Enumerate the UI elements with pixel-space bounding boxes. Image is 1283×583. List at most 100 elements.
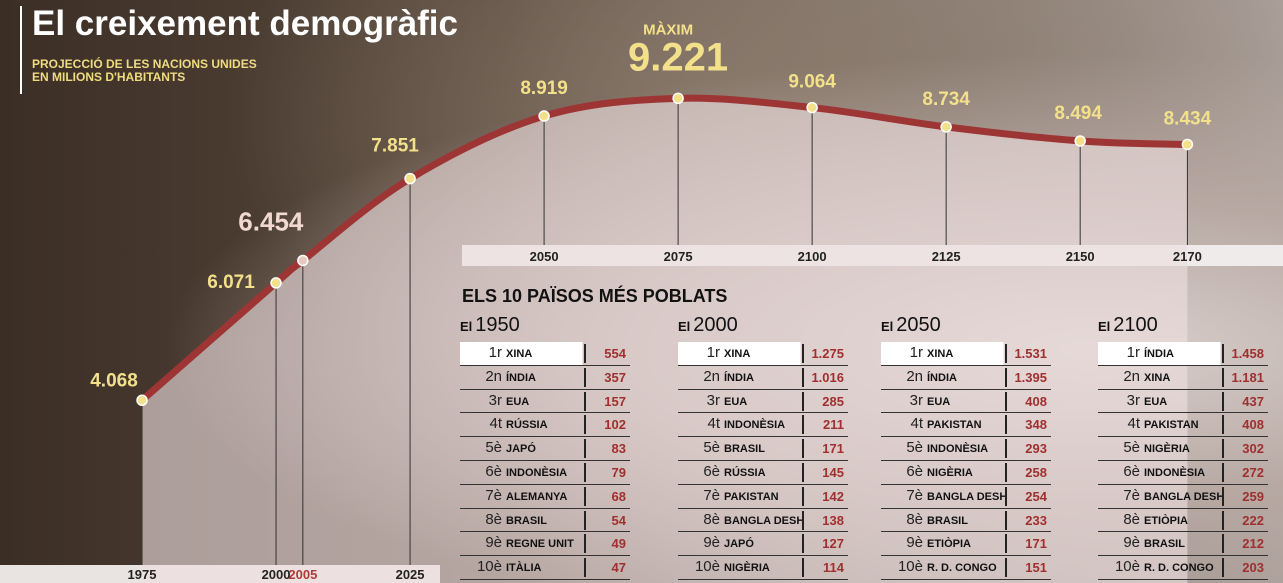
table-row: 7è BANGLA DESH 259 bbox=[1098, 485, 1268, 509]
table-row: 1rXINA554 bbox=[460, 342, 630, 366]
point bbox=[405, 174, 415, 184]
table-row: 10èNIGÈRIA114 bbox=[678, 556, 848, 580]
population: 83 bbox=[612, 441, 626, 456]
rank: 7è bbox=[881, 487, 923, 504]
value-label: 8.434 bbox=[1164, 108, 1212, 129]
ranking-table: El20001rXINA1.2752nÍNDIA1.0163rEUA2854tI… bbox=[678, 314, 848, 580]
x-tick-label: 1975 bbox=[128, 567, 157, 582]
rank: 4t bbox=[881, 415, 923, 432]
rank: 1r bbox=[1098, 344, 1140, 361]
population: 1.458 bbox=[1231, 346, 1264, 361]
population: 203 bbox=[1242, 560, 1264, 575]
population: 47 bbox=[612, 560, 626, 575]
separator bbox=[1222, 368, 1224, 387]
separator bbox=[584, 463, 586, 482]
population: 293 bbox=[1025, 441, 1047, 456]
separator bbox=[802, 344, 804, 363]
population: 138 bbox=[822, 513, 844, 528]
country: PAKISTAN bbox=[927, 419, 982, 431]
x-tick-label: 2150 bbox=[1066, 249, 1095, 264]
population: 408 bbox=[1025, 394, 1047, 409]
separator bbox=[584, 368, 586, 387]
country: BANGLA DESH bbox=[1144, 491, 1224, 503]
separator bbox=[1222, 439, 1224, 458]
population: 259 bbox=[1242, 489, 1264, 504]
country: R. D. CONGO bbox=[927, 562, 997, 574]
separator bbox=[802, 463, 804, 482]
country: INDONÈSIA bbox=[506, 467, 567, 479]
point bbox=[1075, 136, 1085, 146]
population: 272 bbox=[1242, 465, 1264, 480]
separator bbox=[802, 534, 804, 553]
value-label: 8.734 bbox=[922, 89, 970, 110]
rank: 9è bbox=[678, 534, 720, 551]
population: 1.531 bbox=[1014, 346, 1047, 361]
table-row: 10èR. D. CONGO151 bbox=[881, 556, 1051, 580]
point bbox=[137, 395, 147, 405]
rank: 7è bbox=[678, 487, 720, 504]
rank: 1r bbox=[881, 344, 923, 361]
table-row: 4tRÚSSIA102 bbox=[460, 413, 630, 437]
rank: 7è bbox=[1098, 487, 1140, 504]
country: REGNE UNIT bbox=[506, 538, 574, 550]
rank: 5è bbox=[1098, 439, 1140, 456]
table-row: 8èBANGLA DESH138 bbox=[678, 509, 848, 533]
rank: 9è bbox=[460, 534, 502, 551]
rank: 9è bbox=[1098, 534, 1140, 551]
point bbox=[941, 122, 951, 132]
country: INDONÈSIA bbox=[927, 443, 988, 455]
rank: 8è bbox=[881, 511, 923, 528]
country: NIGÈRIA bbox=[724, 562, 770, 574]
rank: 6è bbox=[881, 463, 923, 480]
rank: 1r bbox=[460, 344, 502, 361]
value-label: 9.064 bbox=[788, 72, 836, 93]
table-row: 4tPAKISTAN348 bbox=[881, 413, 1051, 437]
rank: 7è bbox=[460, 487, 502, 504]
rank: 9è bbox=[881, 534, 923, 551]
heading-prefix: El bbox=[1098, 319, 1110, 334]
ranking-table: El20501rXINA1.5312nÍNDIA1.3953rEUA4084tP… bbox=[881, 314, 1051, 580]
rank: 5è bbox=[460, 439, 502, 456]
x-tick-label: 2125 bbox=[932, 249, 961, 264]
separator bbox=[1005, 392, 1007, 411]
population: 408 bbox=[1242, 417, 1264, 432]
table-row: 5èINDONÈSIA293 bbox=[881, 437, 1051, 461]
separator bbox=[584, 439, 586, 458]
country: PAKISTAN bbox=[724, 491, 779, 503]
separator bbox=[1222, 392, 1224, 411]
country: BRASIL bbox=[927, 515, 968, 527]
country: XINA bbox=[724, 348, 750, 360]
separator bbox=[802, 368, 804, 387]
value-label: 6.454 bbox=[238, 206, 304, 236]
country: ETIÒPIA bbox=[1144, 515, 1188, 527]
separator bbox=[802, 392, 804, 411]
table-row: 8èBRASIL233 bbox=[881, 509, 1051, 533]
x-tick-label: 2050 bbox=[530, 249, 559, 264]
population: 212 bbox=[1242, 536, 1264, 551]
table-row: 5èNIGÈRIA302 bbox=[1098, 437, 1268, 461]
separator bbox=[802, 511, 804, 530]
country: NIGÈRIA bbox=[927, 467, 973, 479]
separator bbox=[1222, 344, 1224, 363]
infographic: 1975200020052025205020752100212521502170… bbox=[0, 0, 1283, 583]
table-row: 7èALEMANYA68 bbox=[460, 485, 630, 509]
x-tick-label: 2100 bbox=[798, 249, 827, 264]
title-rule bbox=[20, 6, 22, 94]
separator bbox=[1222, 487, 1224, 506]
heading-year: 2050 bbox=[896, 314, 941, 336]
population: 142 bbox=[822, 489, 844, 504]
separator bbox=[802, 439, 804, 458]
table-row: 3rEUA157 bbox=[460, 390, 630, 414]
country: BRASIL bbox=[506, 515, 547, 527]
table-row: 4tINDONÈSIA211 bbox=[678, 413, 848, 437]
